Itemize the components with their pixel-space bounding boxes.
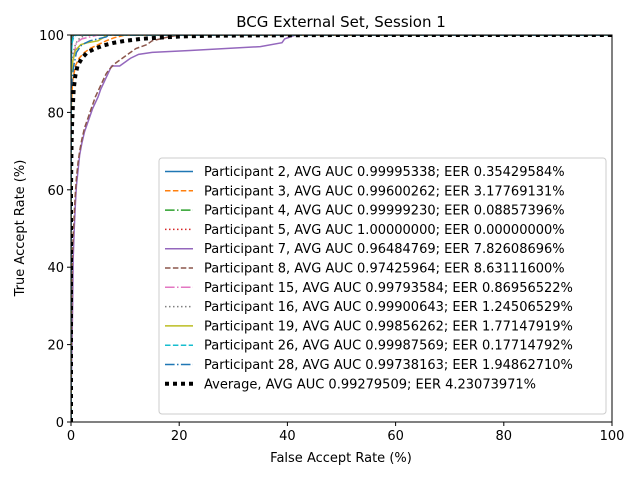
axes-frame [70, 34, 613, 423]
legend-label-2: Participant 4, AVG AUC 0.99999230; EER 0… [204, 204, 565, 219]
x-tick-label: 100 [600, 429, 625, 444]
legend-label-8: Participant 19, AVG AUC 0.99856262; EER … [204, 319, 573, 334]
series-line-11 [71, 35, 612, 422]
legend-box [158, 157, 607, 415]
legend-label-4: Participant 7, AVG AUC 0.96484769; EER 7… [204, 242, 565, 257]
y-tick-label: 20 [47, 339, 64, 354]
y-tick-label: 40 [47, 261, 64, 276]
legend-label-5: Participant 8, AVG AUC 0.97425964; EER 8… [204, 262, 565, 277]
legend-label-10: Participant 28, AVG AUC 0.99738163; EER … [204, 358, 573, 373]
x-tick-label: 0 [67, 429, 75, 444]
series-line-10 [71, 35, 612, 422]
legend-label-3: Participant 5, AVG AUC 1.00000000; EER 0… [204, 223, 565, 238]
y-tick-label: 80 [47, 106, 64, 121]
y-axis-label: True Accept Rate (%) [13, 160, 28, 298]
legend-label-1: Participant 3, AVG AUC 0.99600262; EER 3… [204, 184, 565, 199]
legend-label-7: Participant 16, AVG AUC 0.99900643; EER … [204, 300, 573, 315]
y-axis: 0 20 40 60 80 100 [39, 29, 71, 431]
series-line-9 [71, 35, 612, 422]
x-tick-label: 20 [171, 429, 188, 444]
chart-title: BCG External Set, Session 1 [236, 13, 446, 31]
series-line-1 [71, 35, 612, 422]
x-tick-label: 40 [279, 429, 296, 444]
x-tick-label: 60 [387, 429, 404, 444]
y-tick-label: 0 [56, 416, 64, 431]
legend-label-0: Participant 2, AVG AUC 0.99995338; EER 0… [204, 165, 565, 180]
legend-label-11: Average, AVG AUC 0.99279509; EER 4.23073… [204, 377, 536, 392]
y-tick-label: 60 [47, 184, 64, 199]
x-axis-label: False Accept Rate (%) [270, 451, 412, 466]
y-tick-label: 100 [39, 29, 64, 44]
x-tick-label: 80 [496, 429, 513, 444]
legend: Participant 2, AVG AUC 0.99995338; EER 0… [158, 157, 607, 415]
x-axis: 0 20 40 60 80 100 [67, 422, 625, 444]
legend-label-9: Participant 26, AVG AUC 0.99987569; EER … [204, 339, 573, 354]
legend-label-6: Participant 15, AVG AUC 0.99793584; EER … [204, 281, 573, 296]
series-line-5 [71, 35, 612, 403]
